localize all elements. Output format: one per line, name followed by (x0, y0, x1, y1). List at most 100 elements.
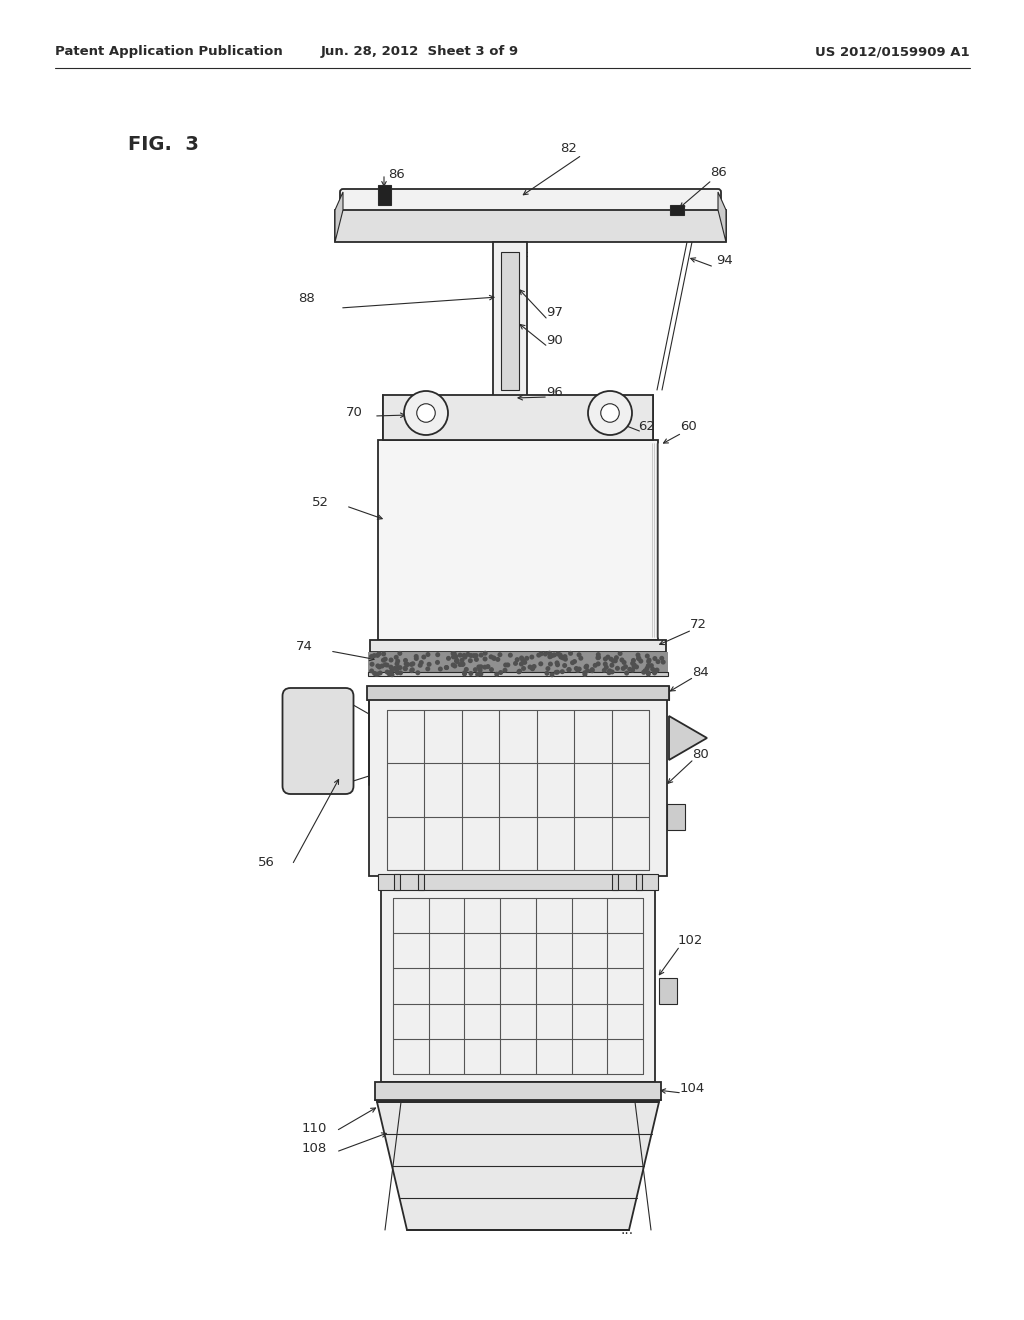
Text: 110: 110 (302, 1122, 328, 1134)
Circle shape (548, 655, 552, 659)
Circle shape (566, 667, 571, 672)
Text: 94: 94 (716, 253, 733, 267)
Circle shape (414, 653, 419, 659)
Circle shape (435, 652, 440, 657)
Circle shape (403, 661, 409, 667)
Circle shape (646, 659, 651, 664)
Circle shape (550, 672, 555, 677)
Circle shape (474, 657, 479, 661)
Circle shape (409, 661, 414, 667)
Circle shape (419, 660, 424, 665)
Circle shape (596, 655, 601, 660)
Circle shape (372, 653, 377, 659)
Bar (394, 874, 400, 890)
Circle shape (652, 656, 657, 661)
Circle shape (632, 664, 637, 669)
Circle shape (602, 668, 607, 673)
Text: 104: 104 (680, 1081, 706, 1094)
Circle shape (377, 651, 382, 656)
Circle shape (421, 655, 426, 660)
Circle shape (381, 651, 386, 656)
Circle shape (628, 667, 632, 672)
Circle shape (612, 659, 617, 664)
Text: 102: 102 (678, 933, 703, 946)
Circle shape (462, 653, 467, 657)
Circle shape (539, 661, 544, 667)
Circle shape (649, 663, 654, 668)
Circle shape (555, 652, 560, 656)
Circle shape (468, 653, 473, 657)
Circle shape (398, 671, 403, 676)
Bar (418, 874, 424, 890)
Bar (369, 698, 667, 876)
Circle shape (620, 657, 625, 663)
Circle shape (558, 655, 563, 660)
Circle shape (652, 669, 657, 675)
Text: 108: 108 (302, 1142, 328, 1155)
Circle shape (388, 657, 393, 663)
Text: 52: 52 (312, 495, 329, 508)
Circle shape (499, 671, 503, 675)
Bar (335, 210, 726, 242)
Circle shape (607, 668, 612, 673)
Circle shape (460, 661, 465, 667)
Circle shape (645, 671, 650, 676)
Text: 97: 97 (546, 305, 563, 318)
Circle shape (570, 660, 575, 665)
Circle shape (489, 667, 494, 672)
Circle shape (554, 669, 559, 675)
Circle shape (630, 661, 635, 665)
Circle shape (611, 659, 616, 664)
Circle shape (560, 656, 565, 660)
Circle shape (425, 667, 430, 672)
Circle shape (595, 655, 600, 660)
Circle shape (387, 672, 392, 676)
Polygon shape (669, 715, 707, 760)
Circle shape (482, 665, 487, 669)
Circle shape (609, 663, 614, 668)
Circle shape (603, 661, 608, 667)
Bar (375, 1082, 662, 1100)
Circle shape (530, 665, 535, 671)
Circle shape (383, 663, 388, 667)
Circle shape (403, 657, 408, 663)
Circle shape (621, 667, 626, 671)
Circle shape (646, 657, 651, 663)
Circle shape (562, 663, 567, 668)
Circle shape (515, 657, 520, 663)
Circle shape (451, 651, 456, 656)
Circle shape (389, 669, 394, 673)
Circle shape (590, 668, 595, 673)
Text: 62: 62 (638, 421, 655, 433)
Circle shape (482, 651, 487, 656)
Circle shape (454, 659, 459, 664)
Circle shape (411, 661, 416, 667)
Circle shape (555, 669, 560, 675)
Circle shape (458, 652, 463, 657)
Circle shape (375, 653, 380, 657)
Circle shape (529, 655, 535, 660)
Circle shape (645, 653, 650, 659)
Circle shape (482, 656, 487, 661)
Circle shape (646, 672, 651, 676)
Circle shape (444, 665, 450, 671)
Circle shape (438, 667, 442, 672)
Circle shape (583, 671, 588, 676)
Circle shape (539, 651, 544, 656)
Text: Jun. 28, 2012  Sheet 3 of 9: Jun. 28, 2012 Sheet 3 of 9 (321, 45, 519, 58)
Circle shape (551, 652, 555, 657)
Circle shape (609, 669, 614, 675)
Bar (378, 440, 658, 640)
Circle shape (615, 665, 620, 671)
Circle shape (634, 664, 639, 669)
Circle shape (377, 664, 382, 669)
Circle shape (380, 664, 385, 668)
Circle shape (498, 652, 503, 657)
Circle shape (601, 404, 620, 422)
Circle shape (385, 669, 390, 675)
Text: 56: 56 (258, 855, 274, 869)
Circle shape (546, 667, 551, 671)
Circle shape (617, 651, 623, 656)
Bar (378, 185, 391, 205)
Circle shape (655, 659, 660, 664)
